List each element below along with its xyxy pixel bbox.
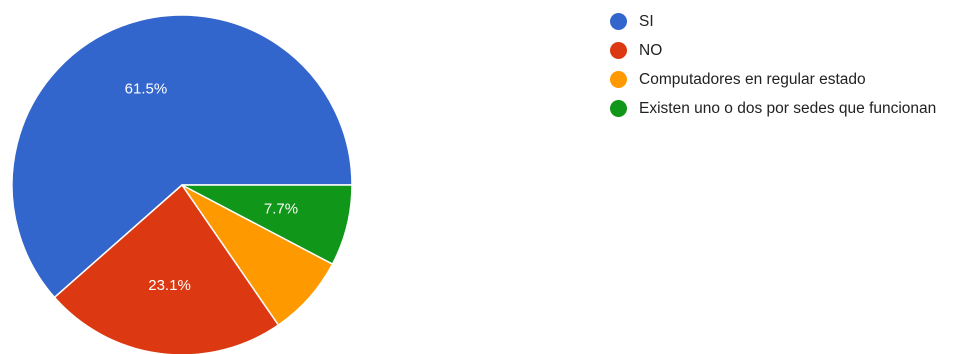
legend-label: NO	[639, 42, 663, 59]
pie-slice-1	[11, 14, 353, 299]
pie-slice-labels: 61.5% 23.1% 7.7%	[125, 81, 298, 295]
pie-slice-4	[181, 184, 353, 266]
slice-label-1: 61.5%	[125, 81, 168, 98]
legend-swatch	[610, 42, 627, 59]
legend-item: Existen uno o dos por sedes que funciona…	[610, 98, 978, 123]
slice-label-4: 7.7%	[264, 200, 298, 217]
legend-swatch	[610, 13, 627, 30]
legend-label: Existen uno o dos por sedes que funciona…	[639, 100, 937, 117]
legend-item: Computadores en regular estado	[610, 69, 978, 94]
legend-label: SI	[639, 13, 654, 30]
legend-label: Computadores en regular estado	[639, 71, 866, 88]
legend-swatch	[610, 100, 627, 117]
pie-slices	[11, 14, 353, 354]
legend: SI NO Computadores en regular estado Existe…	[610, 11, 978, 127]
legend-swatch	[610, 71, 627, 88]
legend-item: SI	[610, 11, 978, 36]
slice-label-2: 23.1%	[148, 277, 191, 294]
legend-item: NO	[610, 40, 978, 65]
